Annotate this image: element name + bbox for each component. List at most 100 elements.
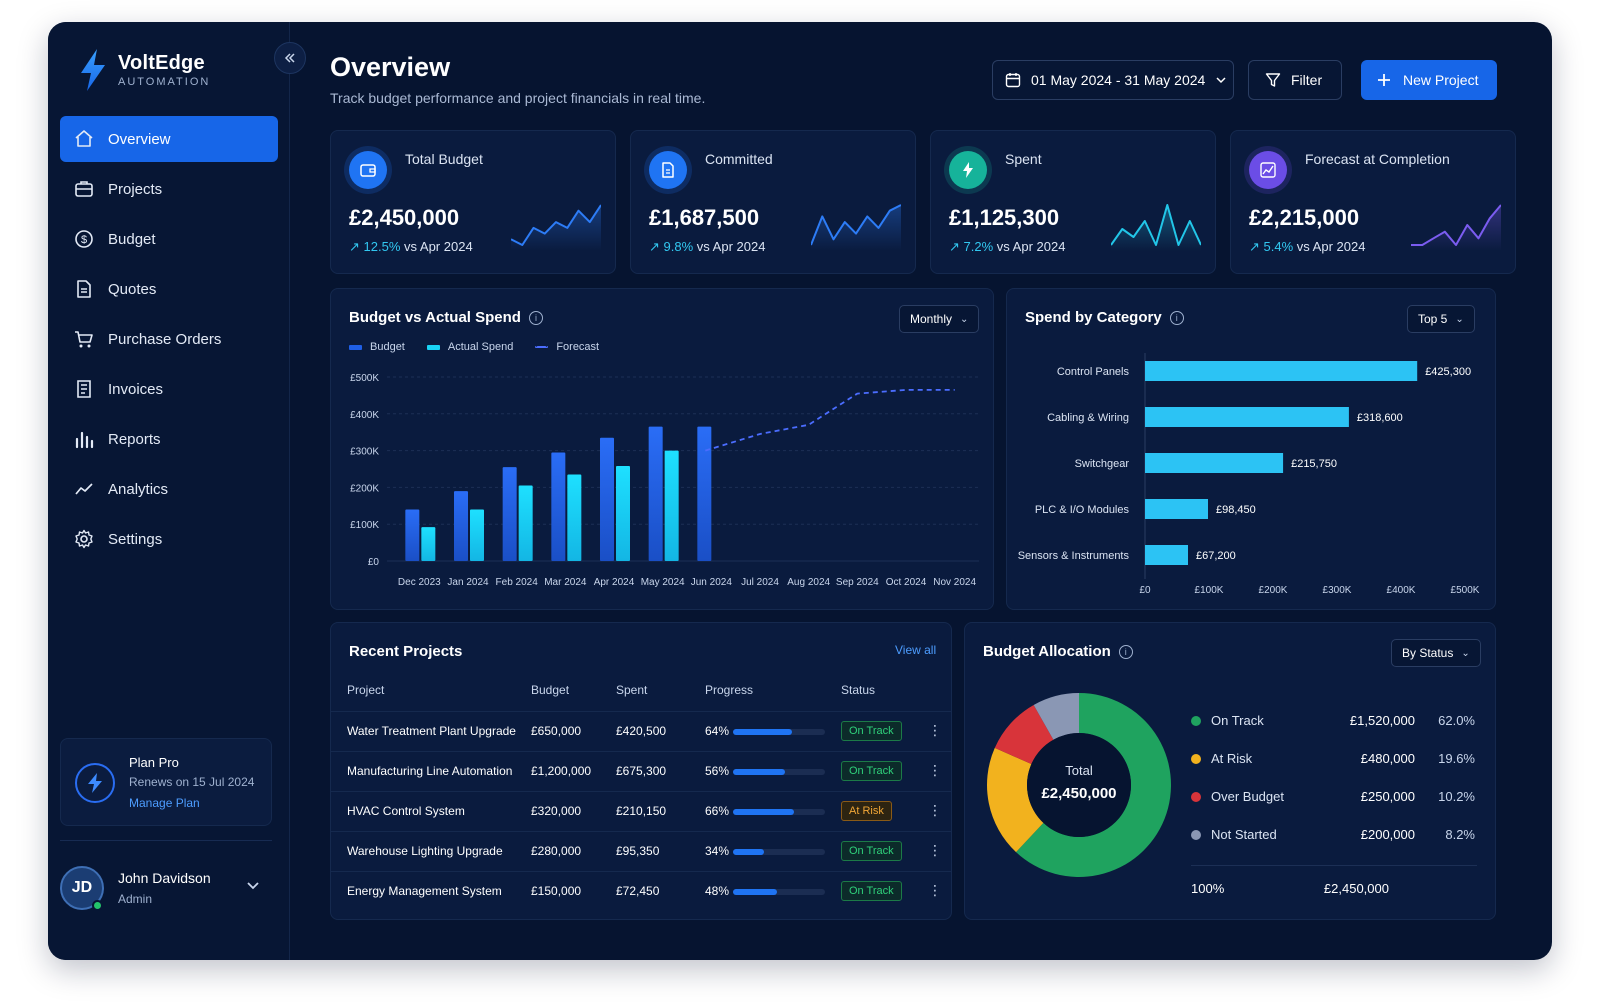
x-tick-label: Nov 2024 (933, 577, 976, 588)
collapse-sidebar-button[interactable] (274, 42, 306, 74)
brand-name: VoltEdge (118, 52, 205, 74)
category-bar[interactable] (1145, 545, 1189, 565)
sidebar-item-label: Invoices (108, 380, 164, 398)
legend-label: Budget (370, 341, 405, 353)
date-range-picker[interactable]: 01 May 2024 - 31 May 2024 (992, 60, 1234, 100)
sidebar-item-invoices[interactable]: Invoices (60, 366, 278, 412)
category-bar[interactable] (1145, 407, 1349, 427)
sidebar-item-budget[interactable]: $ Budget (60, 216, 278, 262)
row-menu-icon[interactable]: ⋮ (928, 882, 942, 898)
budget-bar[interactable] (600, 437, 614, 561)
actual-spend-bar[interactable] (664, 450, 679, 561)
category-bar[interactable] (1145, 361, 1418, 381)
info-icon[interactable]: i (1169, 311, 1184, 325)
filter-button[interactable]: Filter (1248, 60, 1342, 100)
briefcase-icon (74, 179, 94, 199)
column-header-status[interactable]: Status (841, 683, 876, 697)
category-label: Cabling & Wiring (1047, 412, 1129, 424)
x-tick-label: £300K (1323, 585, 1352, 596)
project-name[interactable]: Water Treatment Plant Upgrade (347, 724, 516, 738)
sidebar-item-settings[interactable]: Settings (60, 516, 278, 562)
chevron-down-icon[interactable] (246, 878, 260, 892)
project-name[interactable]: Energy Management System (347, 884, 502, 898)
donut-slice-on-track[interactable] (1016, 693, 1171, 877)
donut-slice-over-budget[interactable] (994, 704, 1054, 765)
allocation-row-at-risk[interactable]: At Risk £480,000 19.6% (1191, 749, 1481, 769)
allocation-title-text: Budget Allocation (983, 643, 1111, 660)
kpi-label: Forecast at Completion (1305, 151, 1450, 167)
actual-spend-bar[interactable] (567, 474, 582, 561)
sidebar-item-label: Settings (108, 530, 163, 548)
budget-bar[interactable] (454, 491, 468, 561)
budget-vs-actual-chart: £0 £100K £200K £300K £400K £500K Dec 2023 Jan 2… (350, 373, 979, 588)
progress-bar (733, 889, 825, 895)
new-project-button[interactable]: New Project (1361, 60, 1497, 100)
donut-slice-at-risk[interactable] (987, 747, 1044, 853)
x-tick-label: £100K (1195, 585, 1224, 596)
table-row[interactable]: Manufacturing Line Automation £1,200,000 £… (331, 751, 951, 791)
sidebar-item-label: Analytics (108, 480, 169, 498)
budget-bar[interactable] (697, 426, 712, 561)
project-name[interactable]: Warehouse Lighting Upgrade (347, 844, 503, 858)
plan-card: Plan Pro Renews on 15 Jul 2024 Manage Pl… (60, 738, 272, 826)
actual-spend-bar[interactable] (470, 509, 484, 561)
period-dropdown[interactable]: Monthly ⌄ (899, 305, 980, 333)
allocation-row-not-started[interactable]: Not Started £200,000 8.2% (1191, 825, 1481, 845)
forecast-line (705, 389, 955, 452)
budget-bar[interactable] (405, 509, 420, 561)
table-row[interactable]: Water Treatment Plant Upgrade £650,000 £42… (331, 711, 951, 751)
project-budget: £1,200,000 (531, 764, 592, 778)
actual-spend-bar[interactable] (616, 466, 630, 561)
kpi-value: £1,125,300 (949, 205, 1060, 230)
category-bar[interactable] (1145, 453, 1284, 473)
info-icon[interactable]: i (1118, 645, 1133, 659)
column-header-spent[interactable]: Spent (616, 683, 648, 697)
sidebar-item-purchase-orders[interactable]: Purchase Orders (60, 316, 278, 362)
progress-bar (733, 729, 825, 735)
table-row[interactable]: HVAC Control System £320,000 £210,150 66% At… (331, 791, 951, 831)
info-icon[interactable]: i (528, 311, 543, 325)
sidebar-item-analytics[interactable]: Analytics (60, 466, 278, 512)
kpi-change-pct: 5.4% (1263, 239, 1294, 254)
budget-bar[interactable] (502, 467, 517, 561)
progress-bar (733, 809, 825, 815)
kpi-sparkline (1411, 204, 1501, 251)
project-name[interactable]: Manufacturing Line Automation (347, 764, 513, 778)
manage-plan-link[interactable]: Manage Plan (129, 796, 200, 810)
sidebar-item-overview[interactable]: Overview (60, 116, 278, 162)
row-menu-icon[interactable]: ⋮ (928, 842, 942, 858)
allocation-row-on-track[interactable]: On Track £1,520,000 62.0% (1191, 711, 1481, 731)
x-tick-label: £200K (1259, 585, 1288, 596)
project-name[interactable]: HVAC Control System (347, 804, 465, 818)
row-menu-icon[interactable]: ⋮ (928, 722, 942, 738)
actual-spend-bar[interactable] (518, 485, 533, 561)
column-header-budget[interactable]: Budget (531, 683, 570, 697)
project-spent: £95,350 (616, 844, 660, 858)
donut-slice-not-started[interactable] (1033, 693, 1079, 740)
kpi-sparkline (811, 204, 901, 251)
table-row[interactable]: Energy Management System £150,000 £72,450 4… (331, 871, 951, 911)
column-header-progress[interactable]: Progress (705, 683, 754, 697)
view-all-link[interactable]: View all (895, 643, 937, 657)
sidebar-item-projects[interactable]: Projects (60, 166, 278, 212)
brand-logo[interactable]: VoltEdge AUTOMATION (78, 48, 210, 92)
budget-bar[interactable] (551, 452, 566, 561)
allocation-row-over-budget[interactable]: Over Budget £250,000 10.2% (1191, 787, 1481, 807)
top-n-dropdown[interactable]: Top 5 ⌄ (1407, 305, 1475, 333)
row-menu-icon[interactable]: ⋮ (928, 762, 942, 778)
allocation-dropdown[interactable]: By Status ⌄ (1391, 639, 1481, 667)
sidebar-item-quotes[interactable]: Quotes (60, 266, 278, 312)
row-menu-icon[interactable]: ⋮ (928, 802, 942, 818)
actual-spend-bar[interactable] (421, 527, 436, 561)
project-budget: £150,000 (531, 884, 582, 898)
column-header-project[interactable]: Project (347, 683, 385, 697)
table-row[interactable]: Warehouse Lighting Upgrade £280,000 £95,35… (331, 831, 951, 871)
sidebar-item-reports[interactable]: Reports (60, 416, 278, 462)
category-bar[interactable] (1145, 499, 1209, 519)
user-role: Admin (118, 892, 153, 906)
user-menu[interactable]: JD John Davidson Admin (60, 864, 272, 914)
budget-bar[interactable] (648, 426, 663, 561)
document-icon (74, 279, 94, 299)
chevron-down-icon: ⌄ (960, 313, 969, 325)
legend-forecast: Forecast (535, 341, 599, 353)
